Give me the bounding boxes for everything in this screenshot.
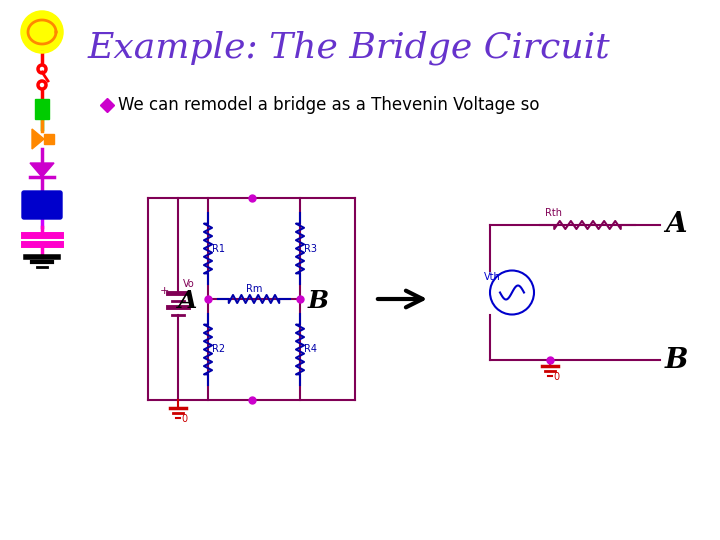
Text: Vth: Vth bbox=[484, 273, 500, 282]
Text: R4: R4 bbox=[304, 345, 317, 354]
Circle shape bbox=[38, 65, 46, 73]
Text: R2: R2 bbox=[212, 345, 225, 354]
Text: B: B bbox=[308, 289, 329, 313]
FancyBboxPatch shape bbox=[44, 134, 54, 144]
Circle shape bbox=[22, 12, 62, 52]
Text: A: A bbox=[665, 212, 686, 239]
Polygon shape bbox=[32, 129, 44, 149]
Text: R3: R3 bbox=[304, 244, 317, 253]
Text: 0: 0 bbox=[181, 414, 187, 424]
Circle shape bbox=[490, 271, 534, 314]
Text: Example: The Bridge Circuit: Example: The Bridge Circuit bbox=[88, 31, 611, 65]
FancyBboxPatch shape bbox=[35, 99, 49, 119]
Text: Rth: Rth bbox=[545, 208, 562, 218]
Text: B: B bbox=[665, 347, 688, 374]
Text: 0: 0 bbox=[553, 372, 559, 382]
Text: +: + bbox=[160, 286, 169, 296]
Text: Rm: Rm bbox=[246, 284, 262, 294]
Text: R1: R1 bbox=[212, 244, 225, 253]
Polygon shape bbox=[30, 163, 54, 177]
FancyBboxPatch shape bbox=[22, 191, 62, 219]
Circle shape bbox=[38, 81, 46, 89]
Text: We can remodel a bridge as a Thevenin Voltage so: We can remodel a bridge as a Thevenin Vo… bbox=[118, 96, 539, 114]
Text: A: A bbox=[178, 289, 197, 313]
Text: Vo: Vo bbox=[183, 279, 194, 289]
